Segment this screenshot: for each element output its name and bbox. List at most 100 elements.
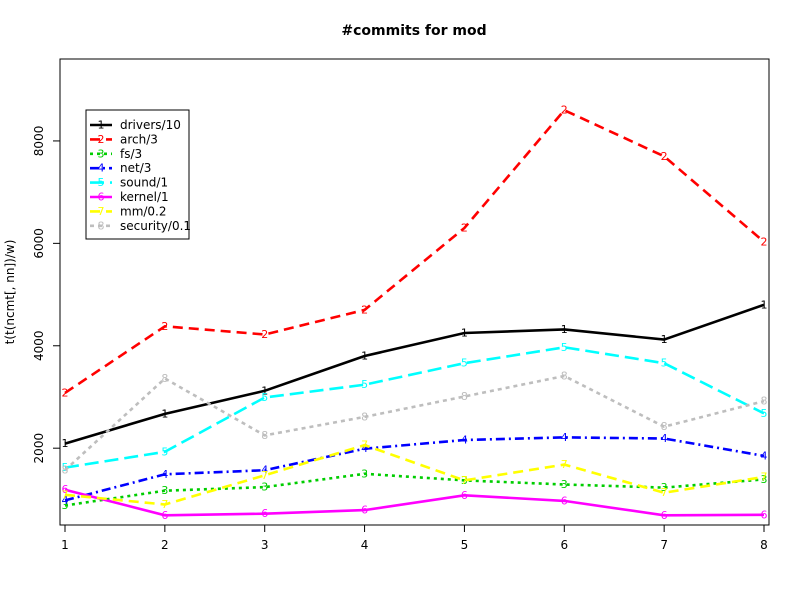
data-point: 2: [161, 320, 168, 333]
data-point: 5: [261, 391, 268, 404]
data-point: 7: [661, 486, 668, 499]
data-point: 3: [361, 467, 368, 480]
legend-item: 4 net/3: [90, 161, 151, 175]
chart-title: #commits for mod: [341, 23, 486, 39]
legend-label: drivers/10: [120, 118, 181, 132]
data-point: 7: [361, 439, 368, 452]
data-point: 3: [561, 478, 568, 491]
legend-label: fs/3: [120, 147, 142, 161]
legend-marker: 7: [98, 205, 105, 218]
x-tick-label: 3: [261, 538, 269, 552]
series-line: [64, 374, 765, 472]
data-point: 3: [761, 473, 768, 486]
legend-label: security/0.1: [120, 219, 191, 233]
legend-label: sound/1: [120, 176, 168, 190]
data-point: 7: [461, 474, 468, 487]
data-point: 2: [461, 221, 468, 234]
series-sound: 5 5 5 5 5 5 5 5: [61, 341, 767, 474]
data-point: 6: [461, 489, 468, 502]
data-point: 2: [261, 328, 268, 341]
data-point: 4: [261, 464, 268, 477]
data-point: 5: [561, 341, 568, 354]
series-net: 4 4 4 4 4 4 4 4: [61, 431, 767, 507]
data-point: 1: [461, 326, 468, 339]
data-point: 6: [561, 494, 568, 507]
data-point: 8: [161, 372, 168, 385]
data-point: 2: [561, 104, 568, 117]
data-point: 4: [161, 468, 168, 481]
data-point: 6: [361, 504, 368, 517]
legend-marker: 2: [98, 133, 105, 146]
series-line: [64, 345, 765, 469]
data-point: 1: [761, 298, 768, 311]
data-point: 8: [261, 429, 268, 442]
x-tick-label: 8: [760, 538, 768, 552]
legend-item: 5 sound/1: [90, 176, 168, 190]
x-tick-label: 1: [61, 538, 69, 552]
data-point: 2: [61, 386, 68, 399]
data-point: 7: [561, 458, 568, 471]
data-point: 7: [261, 469, 268, 482]
legend-label: mm/0.2: [120, 204, 167, 218]
legend-item: 3 fs/3: [90, 147, 142, 161]
legend-marker: 8: [98, 219, 105, 232]
data-point: 3: [61, 499, 68, 512]
data-point: 5: [361, 378, 368, 391]
legend: 1 drivers/10 2 arch/3 3 fs/3 4 net/3 5 sound/1 6 ke…: [85, 109, 191, 240]
data-point: 8: [661, 420, 668, 433]
y-tick-label: 8000: [32, 126, 46, 157]
data-point: 4: [461, 433, 468, 446]
data-point: 8: [61, 464, 68, 477]
data-point: 1: [561, 323, 568, 336]
data-point: 1: [261, 384, 268, 397]
data-point: 2: [661, 150, 668, 163]
data-point: 4: [761, 449, 768, 462]
legend-item: 7 mm/0.2: [90, 204, 167, 218]
data-point: 4: [361, 442, 368, 455]
legend-box: [85, 109, 190, 240]
data-point: 3: [161, 484, 168, 497]
data-point: 5: [661, 357, 668, 370]
data-point: 6: [61, 483, 68, 496]
legend-label: kernel/1: [120, 190, 169, 204]
legend-item: 1 drivers/10: [90, 118, 181, 132]
series-line: [64, 443, 765, 506]
series-fs: 3 3 3 3 3 3 3 3: [61, 467, 767, 512]
data-point: 2: [361, 303, 368, 316]
legend-marker: 6: [98, 191, 105, 204]
data-point: 1: [661, 333, 668, 346]
data-point: 8: [561, 369, 568, 382]
data-point: 3: [461, 474, 468, 487]
data-point: 5: [61, 461, 68, 474]
series-line: [64, 108, 765, 394]
legend-label: arch/3: [120, 132, 158, 146]
data-point: 5: [761, 407, 768, 420]
y-tick-label: 4000: [32, 330, 46, 361]
y-tick-label: 6000: [32, 228, 46, 259]
x-tick-label: 5: [461, 538, 469, 552]
data-point: 5: [161, 445, 168, 458]
data-point: 7: [161, 498, 168, 511]
legend-marker: 4: [98, 162, 105, 175]
x-tick-label: 6: [560, 538, 568, 552]
data-point: 6: [661, 509, 668, 522]
data-point: 8: [461, 390, 468, 403]
data-point: 4: [61, 494, 68, 507]
data-point: 7: [761, 470, 768, 483]
series-line: [64, 488, 765, 517]
data-point: 3: [661, 481, 668, 494]
legend-marker: 1: [98, 119, 105, 132]
x-tick-label: 2: [161, 538, 169, 552]
legend-marker: 3: [98, 147, 105, 160]
legend-item: 2 arch/3: [90, 132, 158, 146]
legend-item: 6 kernel/1: [90, 190, 169, 204]
series-arch: 2 2 2 2 2 2 2 2: [61, 104, 767, 400]
data-point: 8: [761, 395, 768, 408]
x-axis: 1 2 3 4 5 6 7 8: [61, 524, 768, 552]
series-line: [64, 436, 765, 502]
x-tick-label: 7: [660, 538, 668, 552]
data-point: 1: [161, 407, 168, 420]
data-point: 2: [761, 235, 768, 248]
data-point: 1: [61, 437, 68, 450]
